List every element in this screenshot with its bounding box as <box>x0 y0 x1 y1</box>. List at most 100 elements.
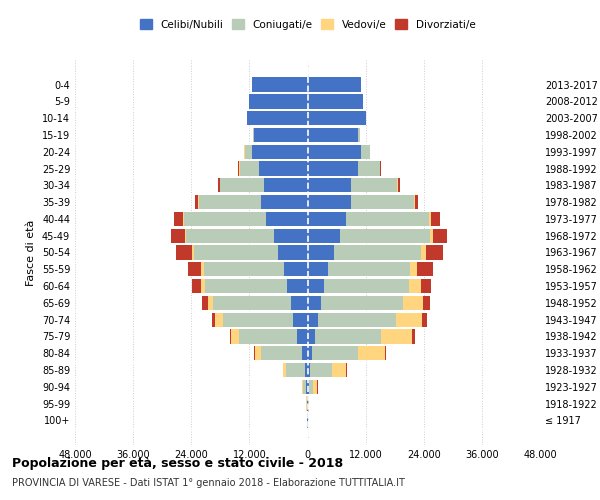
Bar <box>428 212 431 226</box>
Bar <box>199 195 262 210</box>
Bar <box>297 330 308 344</box>
Bar <box>213 296 290 310</box>
Bar <box>308 195 351 210</box>
Bar <box>340 228 430 243</box>
Bar <box>308 246 334 260</box>
Bar <box>346 212 428 226</box>
Bar <box>252 144 308 159</box>
Bar <box>313 380 317 394</box>
Y-axis label: Fasce di età: Fasce di età <box>26 220 36 286</box>
Bar <box>254 128 308 142</box>
Bar <box>218 178 220 192</box>
Bar <box>277 246 292 260</box>
Bar <box>358 128 360 142</box>
Bar <box>334 246 421 260</box>
Bar <box>255 346 260 360</box>
Bar <box>286 363 305 377</box>
Bar <box>358 162 380 175</box>
Bar <box>201 279 205 293</box>
Bar <box>418 262 433 276</box>
Bar <box>304 178 305 192</box>
Bar <box>308 279 325 293</box>
Bar <box>245 144 252 159</box>
Bar <box>423 296 430 310</box>
Bar <box>293 312 308 327</box>
Bar <box>232 330 239 344</box>
Bar <box>284 262 308 276</box>
Bar <box>380 330 412 344</box>
Bar <box>425 246 443 260</box>
Bar <box>414 195 415 210</box>
Bar <box>260 346 302 360</box>
Bar <box>215 312 223 327</box>
Bar <box>176 246 192 260</box>
Bar <box>421 279 431 293</box>
Bar <box>198 195 199 210</box>
Bar <box>230 330 232 344</box>
Bar <box>247 111 308 126</box>
Bar <box>223 312 293 327</box>
Bar <box>421 246 425 260</box>
Bar <box>308 111 365 126</box>
Bar <box>308 78 361 92</box>
Bar <box>328 262 410 276</box>
Bar <box>398 178 400 192</box>
Bar <box>208 296 213 310</box>
Bar <box>185 228 187 243</box>
Bar <box>302 195 305 210</box>
Bar <box>422 312 427 327</box>
Bar <box>308 363 310 377</box>
Text: PROVINCIA DI VARESE - Dati ISTAT 1° gennaio 2018 - Elaborazione TUTTITALIA.IT: PROVINCIA DI VARESE - Dati ISTAT 1° genn… <box>12 478 405 488</box>
Bar <box>287 279 308 293</box>
Bar <box>192 279 201 293</box>
Bar <box>332 363 346 377</box>
Bar <box>290 212 299 226</box>
Bar <box>321 296 403 310</box>
Bar <box>188 262 202 276</box>
Bar <box>187 228 274 243</box>
Bar <box>202 296 208 310</box>
Bar <box>315 330 380 344</box>
Bar <box>351 178 397 192</box>
Bar <box>303 380 306 394</box>
Bar <box>172 228 185 243</box>
Bar <box>361 144 370 159</box>
Bar <box>308 162 358 175</box>
Bar <box>358 346 385 360</box>
Bar <box>409 279 421 293</box>
Bar <box>266 212 308 226</box>
Bar <box>308 178 351 192</box>
Bar <box>431 212 440 226</box>
Bar <box>308 262 328 276</box>
Legend: Celibi/Nubili, Coniugati/e, Vedovi/e, Divorziati/e: Celibi/Nubili, Coniugati/e, Vedovi/e, Di… <box>136 15 479 34</box>
Bar <box>308 144 361 159</box>
Bar <box>318 312 395 327</box>
Bar <box>194 246 278 260</box>
Bar <box>308 296 321 310</box>
Bar <box>415 195 418 210</box>
Bar <box>302 346 308 360</box>
Bar <box>174 212 183 226</box>
Bar <box>304 330 305 344</box>
Bar <box>238 162 239 175</box>
Bar <box>183 212 184 226</box>
Bar <box>385 346 386 360</box>
Bar <box>264 178 308 192</box>
Bar <box>195 195 198 210</box>
Bar <box>305 363 308 377</box>
Bar <box>310 363 332 377</box>
Bar <box>305 162 307 175</box>
Bar <box>308 346 312 360</box>
Bar <box>433 228 448 243</box>
Bar <box>325 279 409 293</box>
Bar <box>430 228 433 243</box>
Bar <box>280 262 294 276</box>
Text: Popolazione per età, sesso e stato civile - 2018: Popolazione per età, sesso e stato civil… <box>12 458 343 470</box>
Bar <box>253 128 254 142</box>
Bar <box>192 246 194 260</box>
Bar <box>205 279 287 293</box>
Bar <box>254 346 255 360</box>
Bar <box>395 312 422 327</box>
Bar <box>309 380 313 394</box>
Bar <box>280 228 294 243</box>
